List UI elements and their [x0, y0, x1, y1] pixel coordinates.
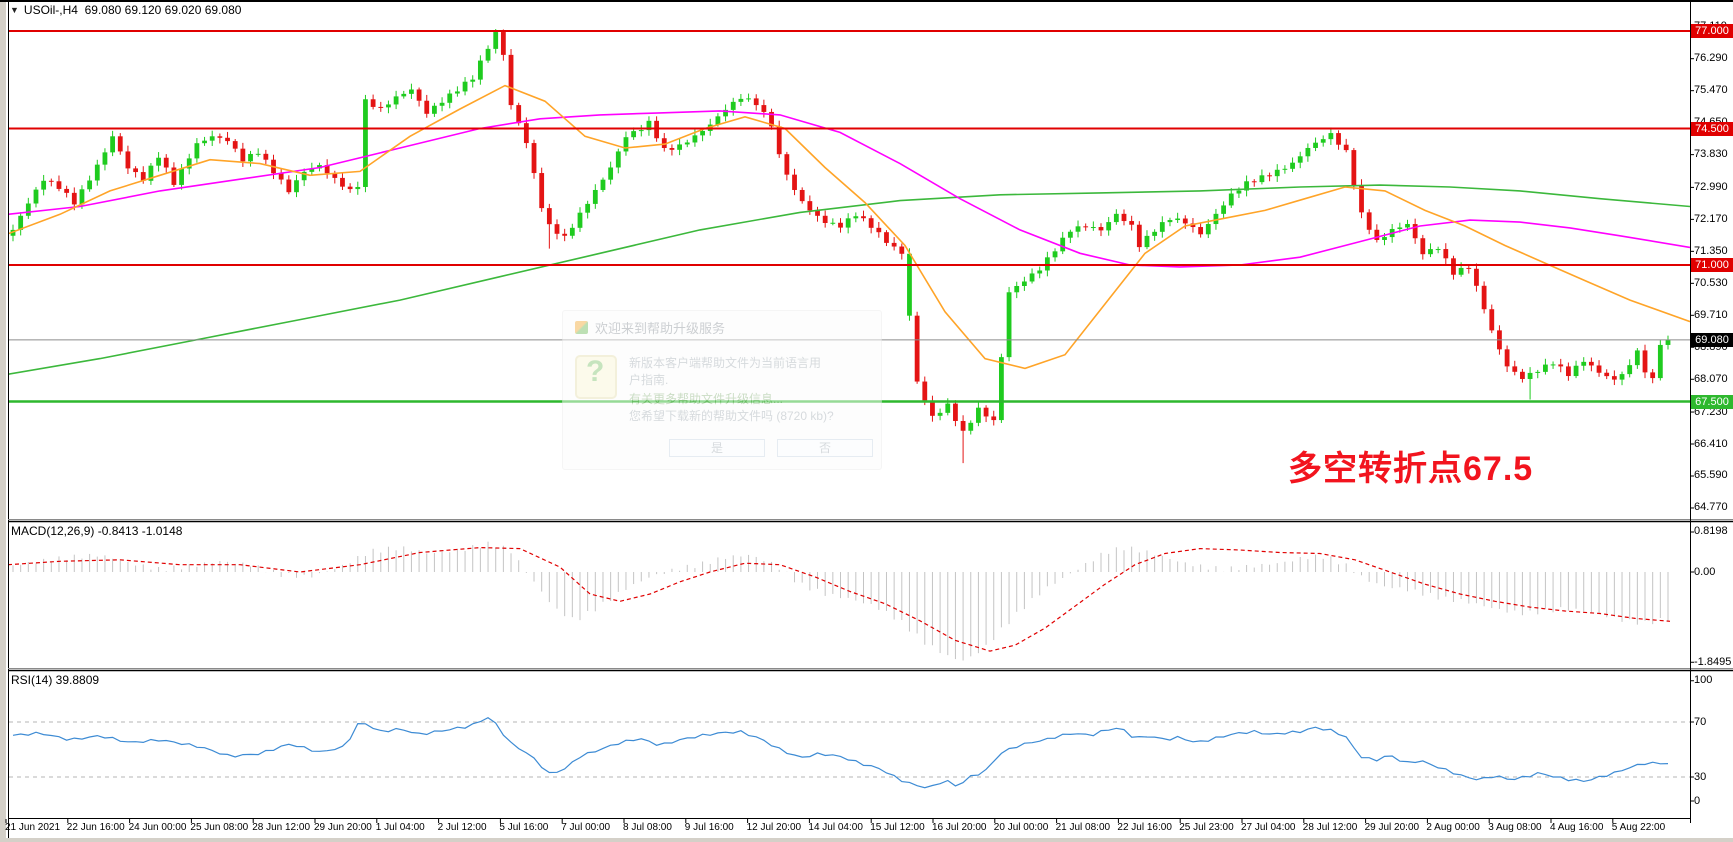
symbol-name: USOil-,H4	[23, 3, 78, 17]
price-tick-label: 71.350	[1694, 244, 1728, 257]
macd-indicator-label: MACD(12,26,9) -0.8413 -1.0148	[11, 524, 183, 538]
macd-signal-line	[9, 546, 1671, 652]
price-tick-label: 66.410	[1694, 437, 1728, 450]
time-axis-label: 5 Jul 16:00	[499, 822, 549, 833]
collapse-chart-icon[interactable]: ▼	[10, 5, 19, 15]
dialog-title: 欢迎来到帮助升级服务	[595, 321, 726, 336]
rsi-tick-label: 30	[1694, 770, 1707, 783]
time-axis-label: 20 Jul 00:00	[993, 822, 1049, 833]
rsi-tick-label: 70	[1694, 715, 1707, 728]
time-axis-label: 12 Jul 20:00	[746, 822, 802, 833]
dialog-question-line: 您希望下载新的帮助文件吗 (8720 kb)?	[629, 409, 834, 423]
price-tick-label: 73.830	[1694, 148, 1728, 161]
price-badge-67.500: 67.500	[1691, 394, 1733, 409]
time-axis-label: 15 Jul 12:00	[870, 822, 925, 833]
macd-histogram	[12, 541, 1669, 661]
macd-tick-label: -1.8495	[1694, 655, 1732, 668]
time-axis-label: 16 Jul 20:00	[932, 822, 987, 833]
time-axis-label: 28 Jul 12:00	[1302, 822, 1358, 833]
price-tick-label: 75.470	[1694, 84, 1728, 97]
dialog-body-line-2: 户指南.	[629, 373, 669, 387]
dialog-link-line: 有关更多帮助文件升级信息...	[629, 392, 784, 406]
rsi-indicator-label: RSI(14) 39.8809	[11, 673, 100, 687]
time-axis-label: 3 Aug 08:00	[1488, 822, 1542, 833]
time-axis-label: 22 Jun 16:00	[66, 822, 125, 833]
time-axis-label: 27 Jul 04:00	[1241, 822, 1296, 833]
price-tick-label: 65.590	[1694, 469, 1728, 482]
moving-averages	[9, 84, 1690, 375]
time-axis-label: 29 Jun 20:00	[314, 822, 372, 833]
help-book-icon: ?	[575, 355, 617, 399]
price-tick-label: 72.990	[1694, 180, 1728, 193]
price-tick-label: 64.770	[1694, 501, 1728, 514]
annotation-text: 多空转折点67.5	[1288, 450, 1534, 488]
time-axis-label: 2 Jul 12:00	[437, 822, 487, 833]
time-axis-label: 25 Jul 23:00	[1179, 822, 1234, 833]
price-badge-74.500: 74.500	[1691, 121, 1733, 136]
macd-tick-label: 0.8198	[1694, 525, 1728, 538]
rsi-panel	[9, 717, 1690, 789]
price-tick-label: 69.710	[1694, 308, 1728, 321]
time-axis-label: 5 Aug 22:00	[1611, 822, 1666, 833]
price-tick-label: 72.170	[1694, 212, 1728, 225]
time-axis-label: 14 Jul 04:00	[808, 822, 863, 833]
time-axis-label: 29 Jul 20:00	[1364, 822, 1420, 833]
macd-tick-label: 0.00	[1694, 565, 1716, 578]
time-axis-label: 4 Aug 16:00	[1550, 822, 1604, 833]
price-badge-69.080: 69.080	[1691, 332, 1733, 347]
time-axis-label: 7 Jul 00:00	[561, 822, 611, 833]
help-upgrade-icon	[575, 321, 588, 334]
dialog-body-line-1: 新版本客户端帮助文件为当前语言用	[629, 356, 822, 370]
price-badge-77.000: 77.000	[1691, 24, 1733, 38]
time-axis-label: 28 Jun 12:00	[252, 822, 311, 833]
time-axis-label: 8 Jul 08:00	[623, 822, 672, 833]
help-upgrade-dialog: 欢迎来到帮助升级服务 ? 新版本客户端帮助文件为当前语言用 户指南. 有关更多帮…	[562, 310, 882, 470]
price-badge-71.000: 71.000	[1691, 258, 1733, 272]
price-tick-label: 68.070	[1694, 372, 1728, 385]
time-axis-label: 1 Jul 04:00	[375, 822, 425, 833]
dialog-yes-button[interactable]: 是	[669, 439, 765, 457]
time-axis-label: 9 Jul 16:00	[684, 822, 734, 833]
price-tick-label: 67.230	[1694, 405, 1728, 418]
time-axis-label: 24 Jun 00:00	[128, 822, 187, 833]
rsi-tick-label: 0	[1694, 794, 1701, 807]
time-axis-label: 2 Aug 00:00	[1426, 822, 1480, 833]
time-axis-label: 21 Jun 2021	[5, 822, 61, 833]
ohlc-values: 69.080 69.120 69.020 69.080	[84, 3, 242, 17]
price-tick-label: 76.290	[1694, 52, 1728, 65]
price-tick-label: 70.530	[1694, 276, 1728, 289]
symbol-title: ▼ USOil-,H4 69.080 69.120 69.020 69.080	[10, 3, 241, 17]
dialog-no-button[interactable]: 否	[777, 439, 873, 457]
time-axis-label: 21 Jul 08:00	[1055, 822, 1111, 833]
rsi-tick-label: 100	[1694, 674, 1713, 687]
candlesticks	[10, 29, 1671, 464]
time-axis-label: 25 Jun 08:00	[190, 822, 249, 833]
time-axis-label: 22 Jul 16:00	[1117, 822, 1172, 833]
